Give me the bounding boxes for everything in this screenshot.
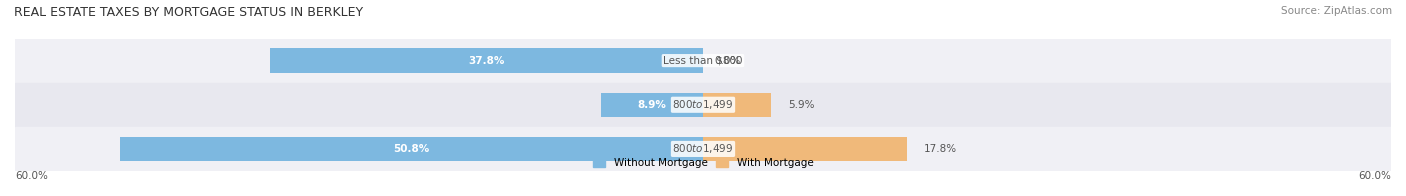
Bar — [15, 83, 1391, 127]
Text: REAL ESTATE TAXES BY MORTGAGE STATUS IN BERKLEY: REAL ESTATE TAXES BY MORTGAGE STATUS IN … — [14, 6, 363, 19]
Bar — [703, 93, 770, 117]
Bar — [15, 39, 1391, 83]
Text: 17.8%: 17.8% — [924, 144, 957, 154]
Text: $800 to $1,499: $800 to $1,499 — [672, 98, 734, 111]
Bar — [270, 48, 703, 73]
Text: 37.8%: 37.8% — [468, 56, 505, 66]
Text: $800 to $1,499: $800 to $1,499 — [672, 142, 734, 155]
Text: 60.0%: 60.0% — [1358, 171, 1391, 181]
Text: 50.8%: 50.8% — [394, 144, 430, 154]
Text: 5.9%: 5.9% — [787, 100, 814, 110]
Bar — [600, 93, 703, 117]
Text: 8.9%: 8.9% — [637, 100, 666, 110]
Bar — [703, 137, 907, 161]
Bar — [121, 137, 703, 161]
Text: Less than $800: Less than $800 — [664, 56, 742, 66]
Text: 0.0%: 0.0% — [714, 56, 741, 66]
Legend: Without Mortgage, With Mortgage: Without Mortgage, With Mortgage — [589, 154, 817, 172]
Text: Source: ZipAtlas.com: Source: ZipAtlas.com — [1281, 6, 1392, 16]
Bar — [15, 127, 1391, 171]
Text: 60.0%: 60.0% — [15, 171, 48, 181]
